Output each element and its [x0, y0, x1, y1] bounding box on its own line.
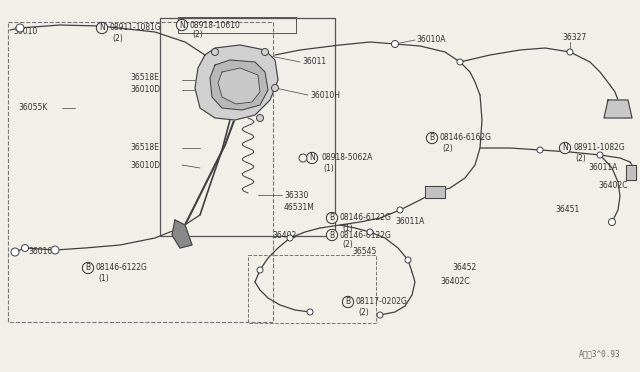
Polygon shape	[626, 165, 636, 180]
Polygon shape	[172, 220, 192, 248]
Text: 36518E: 36518E	[130, 144, 159, 153]
Text: B: B	[429, 134, 435, 142]
Circle shape	[367, 229, 373, 235]
Text: 36545: 36545	[352, 247, 376, 257]
Text: 36011A: 36011A	[588, 164, 618, 173]
Text: (1): (1)	[323, 164, 333, 173]
Text: N: N	[99, 23, 105, 32]
Bar	[248, 255, 376, 323]
Circle shape	[597, 152, 603, 158]
Text: B: B	[346, 298, 351, 307]
Text: 36518E: 36518E	[130, 74, 159, 83]
Text: 36327: 36327	[562, 33, 586, 42]
Text: 36402: 36402	[272, 231, 296, 240]
Text: (2): (2)	[575, 154, 586, 163]
Text: Aℓℓ3^0.93: Aℓℓ3^0.93	[579, 349, 620, 358]
Text: 36451: 36451	[555, 205, 579, 215]
Circle shape	[16, 24, 24, 32]
Circle shape	[299, 154, 307, 162]
Circle shape	[609, 218, 616, 225]
Text: 36402C: 36402C	[440, 278, 470, 286]
Text: (2): (2)	[358, 308, 369, 317]
Circle shape	[397, 207, 403, 213]
Text: 08146-6162G: 08146-6162G	[440, 134, 492, 142]
Text: 36010A: 36010A	[416, 35, 445, 45]
Circle shape	[457, 59, 463, 65]
Text: 36010: 36010	[13, 28, 37, 36]
Text: 36055K: 36055K	[18, 103, 47, 112]
Circle shape	[307, 309, 313, 315]
Text: B: B	[330, 231, 335, 240]
Text: (2): (2)	[342, 241, 353, 250]
Text: N: N	[562, 144, 568, 153]
Circle shape	[22, 244, 29, 251]
Text: (1): (1)	[342, 224, 353, 232]
Text: (2): (2)	[112, 33, 123, 42]
Circle shape	[257, 267, 263, 273]
Text: 36010E: 36010E	[28, 247, 57, 257]
Text: 36010D: 36010D	[130, 160, 160, 170]
Text: 36402C: 36402C	[598, 180, 627, 189]
Text: 08911-1082G: 08911-1082G	[573, 144, 625, 153]
Bar	[8, 22, 273, 322]
Polygon shape	[604, 100, 632, 118]
Circle shape	[211, 48, 218, 55]
Circle shape	[287, 235, 293, 241]
Polygon shape	[210, 60, 268, 110]
Circle shape	[537, 147, 543, 153]
Circle shape	[257, 115, 264, 122]
Text: 36010H: 36010H	[310, 90, 340, 99]
Bar	[160, 18, 335, 236]
Text: 36010D: 36010D	[130, 86, 160, 94]
Polygon shape	[195, 45, 278, 120]
Circle shape	[377, 312, 383, 318]
Text: 08918-5062A: 08918-5062A	[321, 154, 372, 163]
Circle shape	[11, 248, 19, 256]
Text: B: B	[330, 214, 335, 222]
Text: N: N	[179, 20, 185, 29]
Text: 08918-10610: 08918-10610	[190, 20, 241, 29]
Text: 36011: 36011	[302, 58, 326, 67]
Text: (2): (2)	[192, 31, 203, 39]
Bar	[178, 17, 296, 33]
Text: N: N	[309, 154, 315, 163]
Polygon shape	[218, 68, 260, 104]
Circle shape	[567, 49, 573, 55]
Text: 08117-0202G: 08117-0202G	[356, 298, 408, 307]
Circle shape	[392, 41, 399, 48]
Text: 08146-6122G: 08146-6122G	[96, 263, 148, 273]
Text: 08146-6122G: 08146-6122G	[340, 231, 392, 240]
Text: 08911-1081G: 08911-1081G	[110, 23, 162, 32]
Circle shape	[262, 48, 269, 55]
Text: 36452: 36452	[452, 263, 476, 273]
Text: (2): (2)	[442, 144, 452, 153]
Text: B: B	[85, 263, 91, 273]
Circle shape	[405, 257, 411, 263]
Text: 46531M: 46531M	[284, 203, 315, 212]
Circle shape	[271, 84, 278, 92]
Text: 36011A: 36011A	[395, 218, 424, 227]
Circle shape	[51, 246, 59, 254]
Text: 36330: 36330	[284, 190, 308, 199]
Text: 08146-6122G: 08146-6122G	[340, 214, 392, 222]
Polygon shape	[425, 186, 445, 198]
Text: (1): (1)	[98, 273, 109, 282]
